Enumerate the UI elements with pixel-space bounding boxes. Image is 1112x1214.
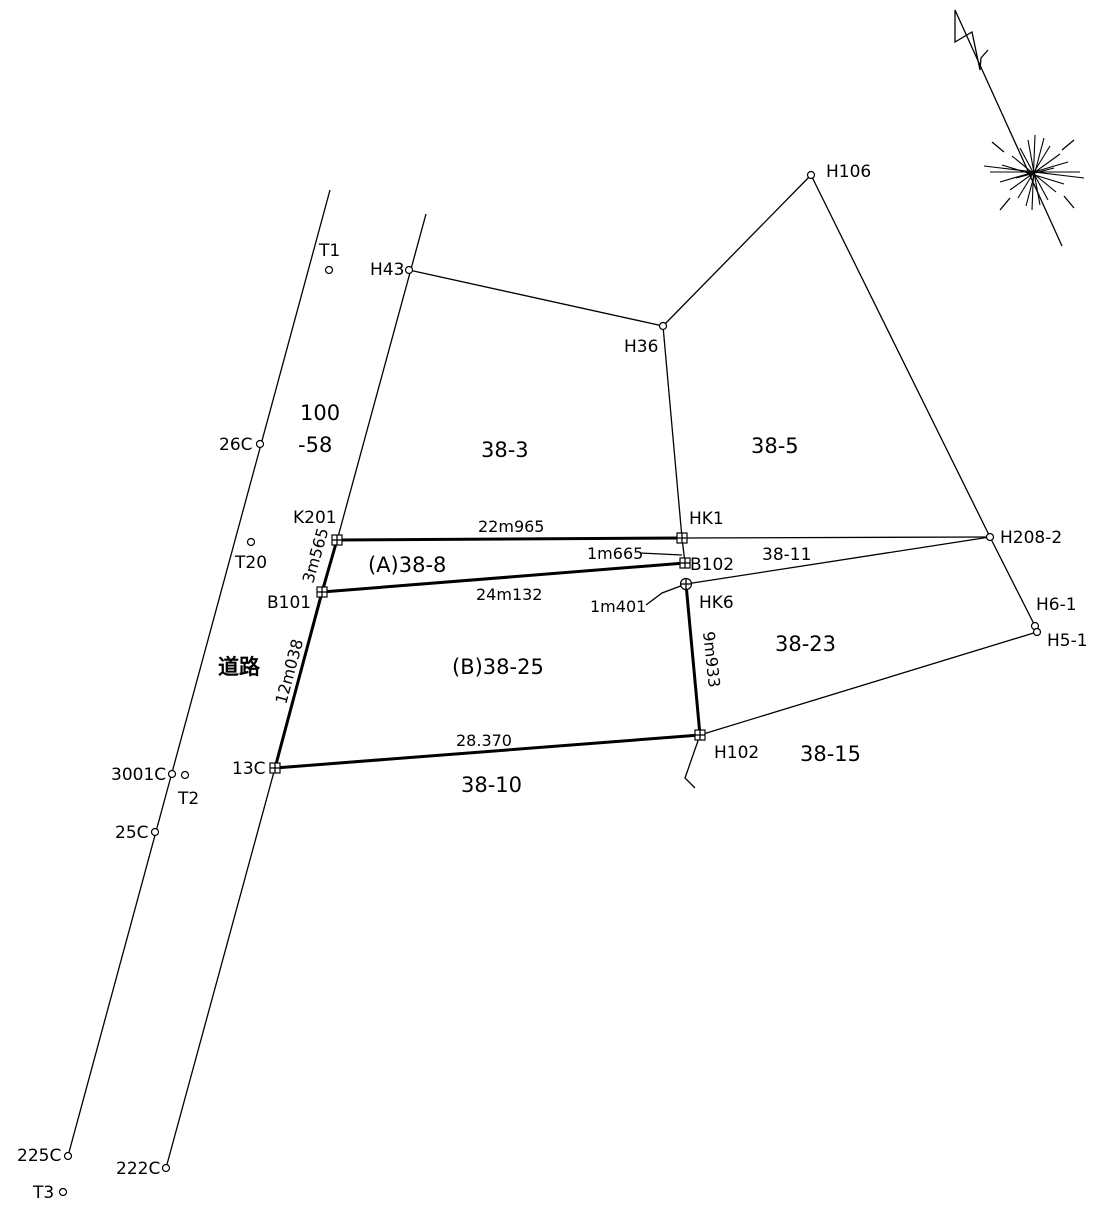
boundary-h102-tail (685, 735, 700, 788)
boundary-marker-h102 (695, 730, 705, 740)
point-marker-25c (152, 829, 159, 836)
label-t1: T1 (318, 241, 340, 261)
parcel-38-5: 38-5 (751, 434, 799, 458)
point-marker-h208-2 (987, 534, 994, 541)
point-marker-225c (65, 1153, 72, 1160)
dim-b102-hk6: 1m401 (590, 597, 646, 616)
point-marker-h5-1 (1034, 629, 1041, 636)
label-t20: T20 (234, 553, 267, 573)
survey-line-k201-hk1 (337, 538, 682, 540)
point-marker-222c (163, 1165, 170, 1172)
boundary-h43-h36-h106 (409, 175, 811, 326)
parcel-38-25: (B)38-25 (452, 655, 544, 679)
parcel-38-3: 38-3 (481, 438, 529, 462)
label-h43: H43 (370, 260, 404, 280)
point-marker-26c (257, 441, 264, 448)
label-h36: H36 (624, 337, 658, 357)
parcel-38-11: 38-11 (762, 545, 811, 565)
label-t2: T2 (177, 789, 199, 809)
parcel-38-15: 38-15 (800, 742, 861, 766)
label-t3: T3 (32, 1183, 54, 1203)
point-marker-t2 (182, 772, 189, 779)
parcel-38-8: (A)38-8 (368, 553, 446, 577)
leader-1m401 (646, 584, 686, 605)
label-h102: H102 (714, 743, 759, 763)
boundary-h36-hk1 (663, 326, 682, 538)
label-h208-2: H208-2 (1000, 528, 1062, 548)
boundary-h102-h5 (700, 632, 1037, 735)
point-marker-t3 (60, 1189, 67, 1196)
label-h5-1: H5-1 (1047, 631, 1088, 651)
label-25c: 25C (115, 823, 149, 843)
boundary-marker-k201 (332, 535, 342, 545)
dim-13c-h102: 28.370 (456, 731, 512, 750)
label-hk1: HK1 (689, 509, 724, 529)
point-marker-h43 (406, 267, 413, 274)
point-marker-h36 (660, 323, 667, 330)
label-26c: 26C (219, 435, 253, 455)
label-13c: 13C (232, 759, 266, 779)
parcel-38-10: 38-10 (461, 773, 522, 797)
boundary-h106-h208-h6 (811, 175, 1035, 626)
label-h106: H106 (826, 162, 871, 182)
parcel-38-23: 38-23 (775, 632, 836, 656)
boundary-marker-hk6 (681, 579, 692, 590)
boundary-marker-13c (270, 763, 280, 773)
label-225c: 225C (17, 1146, 61, 1166)
parcel-100-line2: -58 (298, 433, 332, 457)
label-222c: 222C (116, 1159, 160, 1179)
boundary-marker-b101 (317, 587, 327, 597)
boundary-hk1-h208 (682, 537, 990, 538)
point-marker-t1 (326, 267, 333, 274)
boundary-marker-hk1 (677, 533, 687, 543)
dim-hk6-h102: 9m933 (699, 630, 724, 688)
survey-line-hk6-h102 (686, 584, 700, 735)
leader-1m665 (640, 553, 682, 555)
point-marker-h106 (808, 172, 815, 179)
label-b102: B102 (690, 555, 734, 575)
point-marker-3001c (169, 771, 176, 778)
parcel-100-line1: 100 (300, 401, 340, 425)
dim-b101-b102: 24m132 (476, 585, 542, 604)
dim-hk1-b102: 1m665 (587, 544, 643, 563)
label-k201: K201 (293, 508, 337, 528)
label-3001c: 3001C (111, 765, 166, 785)
label-b101: B101 (267, 593, 311, 613)
dim-k201-hk1: 22m965 (478, 517, 544, 536)
boundary-marker-b102 (680, 558, 690, 568)
label-hk6: HK6 (699, 593, 734, 613)
label-h6-1: H6-1 (1036, 595, 1077, 615)
point-marker-t20 (248, 539, 255, 546)
north-arrow-icon (955, 10, 1084, 246)
road-label: 道路 (218, 655, 261, 679)
